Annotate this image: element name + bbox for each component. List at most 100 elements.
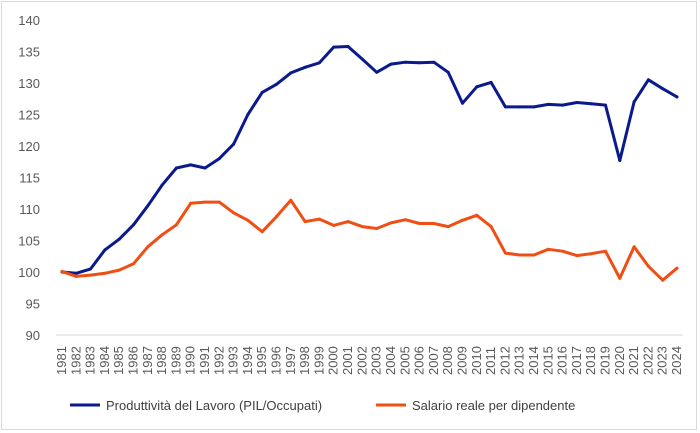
data-point [589,252,593,256]
data-point [418,222,422,225]
data-point [675,266,679,270]
data-point [646,264,650,268]
data-point [418,61,422,65]
data-point [275,82,278,86]
series-1 [60,45,679,275]
y-tick-label: 90 [26,328,40,343]
data-point [532,253,536,257]
data-point [275,215,278,219]
data-point [546,102,550,106]
y-axis-ticks: 90 95 100 105 110 115 120 125 130 135 140 [18,13,40,343]
legend-label-productivity: Produttività del Lavoro (PIL/Occupati) [106,398,322,413]
data-point [217,157,221,161]
data-point [561,249,565,253]
data-point [260,230,264,234]
data-point [103,248,107,252]
x-tick-label: 1993 [226,346,241,375]
data-point [561,103,565,107]
data-point [503,105,507,109]
data-point [89,273,93,277]
data-point [346,45,350,48]
y-tick-label: 100 [18,265,40,280]
data-point [74,274,78,278]
x-tick-label: 2008 [440,346,455,375]
data-point [117,268,121,272]
data-point [189,201,193,205]
y-tick-label: 135 [18,45,40,60]
x-tick-label: 2013 [512,346,527,375]
x-tick-label: 2020 [612,346,627,375]
data-point [604,103,607,107]
x-tick-label: 2000 [326,346,341,375]
x-tick-label: 1987 [140,346,155,375]
x-tick-label: 1996 [269,346,284,375]
x-tick-label: 1999 [311,346,326,375]
data-point [389,221,393,225]
data-point [503,251,507,255]
data-point [432,222,436,225]
data-point [117,237,121,241]
x-tick-label: 2004 [383,346,398,375]
data-point [360,225,364,229]
data-point [289,71,293,75]
x-tick-label: 2002 [354,346,369,375]
data-point [146,204,150,208]
x-tick-label: 2019 [597,346,612,375]
series-line [60,198,679,282]
data-point [303,65,307,69]
data-point [103,271,107,275]
series-line [60,45,679,275]
data-point [604,249,607,253]
x-tick-label: 2022 [640,346,655,375]
data-point [246,218,250,222]
data-point [518,105,522,109]
data-point [661,87,665,91]
x-tick-label: 2010 [469,346,484,375]
x-tick-label: 2011 [483,347,498,375]
x-tick-label: 1995 [254,346,269,375]
data-point [360,57,364,61]
data-point [246,113,250,116]
data-point [618,276,622,280]
y-tick-label: 105 [18,234,40,249]
x-tick-label: 2007 [426,346,441,375]
data-point [232,211,236,215]
data-point [589,102,593,106]
data-point [661,278,665,282]
data-point [203,200,207,204]
x-tick-label: 2003 [369,346,384,375]
x-tick-label: 1990 [183,346,198,375]
data-point [317,61,321,65]
x-tick-label: 2016 [555,346,570,375]
data-point [403,60,407,64]
data-point [475,213,479,217]
data-point [518,253,522,257]
data-point [489,80,493,84]
x-tick-label: 1983 [83,346,98,375]
x-tick-label: 1982 [68,346,83,375]
y-tick-label: 140 [18,13,40,28]
data-point [160,183,164,187]
data-point [74,271,78,275]
data-point [174,166,178,170]
y-tick-label: 125 [18,108,40,123]
y-tick-label: 120 [18,139,40,154]
data-point [332,223,336,227]
data-point [389,62,393,66]
data-point [232,142,236,146]
y-tick-label: 110 [19,202,40,217]
x-tick-label: 2015 [540,346,555,375]
x-tick-label: 1985 [111,346,126,375]
data-point [546,247,550,251]
y-tick-label: 115 [19,171,40,186]
x-tick-label: 1998 [297,346,312,375]
legend: Produttività del Lavoro (PIL/Occupati) S… [70,398,575,413]
data-point [675,95,679,99]
data-point [332,45,336,49]
x-tick-label: 1986 [126,346,141,375]
data-point [375,227,379,230]
x-axis-ticks: 1981 1982 1983 1984 1985 1986 1987 1988 1989 1990… [54,346,684,375]
data-point [174,223,178,227]
legend-label-wage: Salario reale per dipendente [412,398,575,413]
